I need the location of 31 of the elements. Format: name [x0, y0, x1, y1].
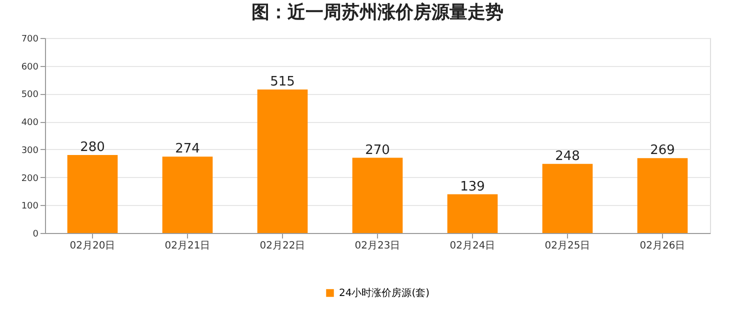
y-tick-label: 400 — [21, 118, 39, 128]
bar — [352, 158, 403, 233]
y-tick-label: 300 — [21, 146, 39, 156]
data-label: 269 — [650, 143, 675, 158]
x-tick-label: 02月23日 — [354, 240, 400, 252]
data-label: 248 — [555, 148, 580, 164]
data-label: 515 — [270, 74, 295, 90]
x-tick-label: 02月25日 — [544, 240, 590, 252]
y-tick-label: 700 — [21, 34, 39, 44]
x-tick-label: 02月21日 — [164, 240, 210, 252]
y-tick-label: 0 — [32, 230, 39, 240]
bar — [637, 158, 688, 233]
legend-label: 24小时涨价房源(套) — [339, 287, 430, 299]
y-tick-label: 500 — [21, 90, 39, 100]
chart-title: 图：近一周苏州涨价房源量走势 — [252, 2, 504, 23]
y-tick-label: 200 — [21, 174, 39, 184]
data-label: 270 — [365, 142, 390, 158]
bar — [447, 194, 498, 233]
x-tick-label: 02月24日 — [450, 240, 496, 252]
bar — [162, 156, 213, 233]
bar — [67, 155, 118, 233]
bar — [257, 90, 308, 233]
y-tick-label: 600 — [21, 62, 39, 72]
x-tick-label: 02月22日 — [260, 240, 306, 252]
data-label: 274 — [175, 142, 200, 157]
y-tick-label: 100 — [21, 202, 39, 212]
data-label: 139 — [460, 179, 485, 194]
bar — [542, 164, 593, 233]
data-label: 280 — [80, 140, 105, 155]
x-tick-label: 02月20日 — [70, 240, 116, 252]
x-tick-label: 02月26日 — [640, 240, 686, 252]
